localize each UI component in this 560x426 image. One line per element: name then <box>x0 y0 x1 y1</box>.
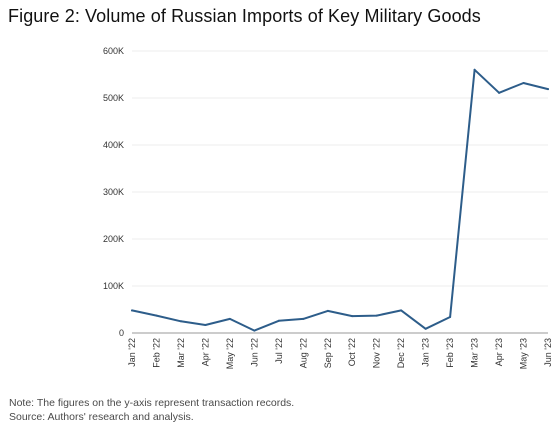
x-tick-label: Jun '23 <box>543 338 553 367</box>
x-tick-label: Jan '23 <box>421 338 431 367</box>
y-tick-label: 0 <box>119 328 124 338</box>
x-tick-label: Dec '22 <box>396 338 406 368</box>
x-tick-label: Sep '22 <box>323 338 333 368</box>
x-tick-label: Feb '23 <box>445 338 455 368</box>
x-tick-label: Apr '22 <box>200 338 210 366</box>
data-point <box>498 91 501 94</box>
data-point <box>400 309 403 312</box>
y-tick-label: 200K <box>103 234 124 244</box>
x-tick-label: Mar '23 <box>470 338 480 368</box>
x-tick-label: Oct '22 <box>347 338 357 366</box>
y-axis-ticks: 0 100K 200K 300K 400K 500K 600K <box>103 46 124 338</box>
data-point <box>179 320 182 323</box>
x-tick-label: Jun '22 <box>249 338 259 367</box>
data-point <box>302 317 305 320</box>
data-point <box>522 81 525 84</box>
x-tick-label: Mar '22 <box>176 338 186 368</box>
chart-source: Source: Authors' research and analysis. <box>9 411 194 423</box>
data-point <box>449 316 452 319</box>
x-tick-label: Feb '22 <box>151 338 161 368</box>
data-point <box>131 309 133 312</box>
data-point <box>351 315 354 318</box>
x-tick-label: Jan '22 <box>127 338 137 367</box>
chart-note: Note: The figures on the y-axis represen… <box>9 397 295 409</box>
gridlines <box>132 50 548 334</box>
data-point <box>228 317 231 320</box>
x-tick-label: Apr '23 <box>494 338 504 366</box>
data-point <box>547 88 549 91</box>
figure-title: Figure 2: Volume of Russian Imports of K… <box>8 6 481 26</box>
x-tick-label: Jul '22 <box>274 338 284 364</box>
y-tick-label: 400K <box>103 140 124 150</box>
x-tick-label: Nov '22 <box>372 338 382 368</box>
y-tick-label: 300K <box>103 187 124 197</box>
data-point <box>277 319 280 322</box>
x-tick-label: May '22 <box>225 338 235 369</box>
y-tick-label: 500K <box>103 93 124 103</box>
y-tick-label: 100K <box>103 281 124 291</box>
data-point <box>155 314 158 317</box>
data-point <box>326 309 329 312</box>
x-axis-ticks: Jan '22 Feb '22 Mar '22 Apr '22 May '22 Jun '… <box>127 338 553 369</box>
y-tick-label: 600K <box>103 46 124 56</box>
series-line <box>131 68 549 332</box>
x-tick-label: May '23 <box>519 338 529 369</box>
data-point <box>204 324 207 327</box>
data-point <box>473 68 476 71</box>
x-tick-label: Aug '22 <box>298 338 308 368</box>
series-line-group <box>131 68 549 332</box>
data-point <box>424 327 427 330</box>
data-point <box>375 314 378 317</box>
data-point <box>253 329 256 332</box>
